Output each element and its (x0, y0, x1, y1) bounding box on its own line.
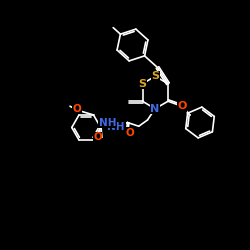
Text: O: O (126, 128, 134, 138)
Text: N: N (150, 104, 160, 114)
Text: S: S (151, 71, 159, 81)
Text: NH: NH (99, 118, 116, 128)
Text: O: O (177, 101, 187, 111)
Text: NH: NH (108, 122, 125, 132)
Text: O: O (72, 104, 82, 114)
Text: S: S (138, 79, 146, 89)
Text: O: O (93, 132, 102, 142)
